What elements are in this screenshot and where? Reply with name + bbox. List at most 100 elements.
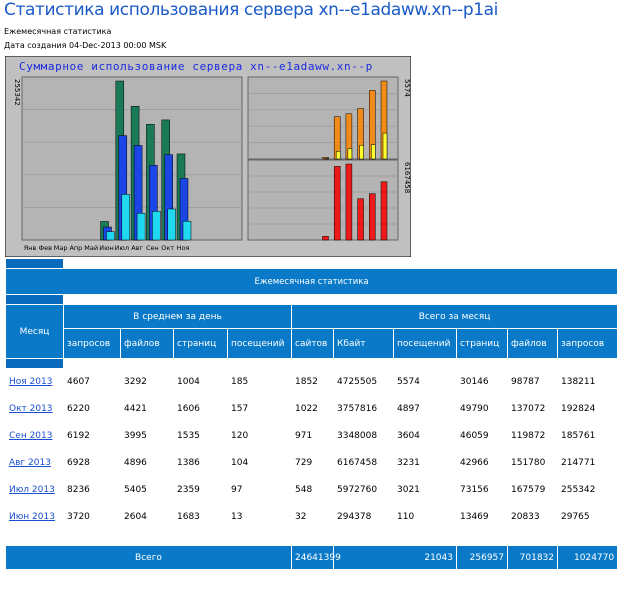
table-row: Ноя 2013 4607 3292 1004 185 1852 4725505 5574 30… (5, 368, 619, 396)
table-cell: 138211 (556, 368, 619, 396)
creation-date: Дата создания 04-Dec-2013 00:00 MSK (4, 41, 167, 50)
table-cell: 729 (291, 449, 334, 477)
x-tick-label: Май (84, 244, 98, 252)
column-header: файлов (507, 328, 558, 359)
table-cell: 120 (227, 422, 292, 450)
total-cell: 21043 (333, 545, 457, 570)
month-link[interactable]: Окт 2013 (9, 404, 53, 414)
table-cell: 1852 (291, 368, 334, 396)
month-link[interactable]: Ноя 2013 (9, 377, 53, 387)
table-cell: 3720 (63, 503, 121, 531)
left-axis-max-label: 255342 (13, 79, 21, 106)
table-cell: 13469 (456, 503, 508, 531)
table-cell: 6192 (63, 422, 121, 450)
right-top-axis-label: 5574 (403, 79, 411, 97)
chart-bar-sites (359, 145, 364, 160)
table-cell: 6167458 (333, 449, 394, 477)
chart-bar-страниц (106, 231, 115, 241)
total-label: Всего (5, 545, 292, 570)
column-header-row: запросов файлов страниц посещений сайтов Кбай… (6, 328, 619, 359)
table-cell: 4725505 (333, 368, 394, 396)
table-cell: 151780 (507, 449, 558, 477)
table-row: Авг 2013 6928 4896 1386 104 729 6167458 3231 429… (5, 449, 619, 477)
column-header: страниц (456, 328, 508, 359)
table-cell: 3995 (120, 422, 174, 450)
table-cell: 29765 (556, 503, 619, 531)
table-cell: 30146 (456, 368, 508, 396)
usage-chart: Суммарное использование сервера xn--e1ad… (5, 56, 411, 257)
month-cell: Авг 2013 (5, 449, 64, 477)
column-header: сайтов (291, 328, 334, 359)
total-header: Всего за месяц (290, 304, 619, 329)
month-header: Месяц (5, 304, 64, 359)
table-cell: 548 (291, 476, 334, 504)
table-cell: 3348008 (333, 422, 394, 450)
x-tick-label: Фев (39, 244, 53, 252)
table-cell: 49790 (456, 395, 508, 423)
chart-bar-kbytes (380, 181, 388, 241)
table-title: Ежемесячная статистика (4, 268, 619, 295)
right-bottom-axis-label: 6167458 (403, 162, 411, 193)
table-cell: 6928 (63, 449, 121, 477)
table-cell: 137072 (507, 395, 558, 423)
table-cell: 185761 (556, 422, 619, 450)
month-link[interactable]: Июл 2013 (9, 485, 55, 495)
month-cell: Июл 2013 (5, 476, 64, 504)
total-cell: 701832 (507, 545, 558, 570)
column-header: файлов (120, 328, 174, 359)
table-row: Окт 2013 6220 4421 1606 157 1022 3757816 4897 49… (5, 395, 619, 423)
table-body: Ноя 2013 4607 3292 1004 185 1852 4725505 5574 30… (5, 368, 619, 531)
chart-title: Суммарное использование сервера xn--e1ad… (19, 60, 373, 73)
table-cell: 1004 (173, 368, 228, 396)
table-cell: 1022 (291, 395, 334, 423)
column-header: страниц (173, 328, 228, 359)
table-cell: 3604 (393, 422, 457, 450)
table-cell: 20833 (507, 503, 558, 531)
chart-bar-страниц (182, 220, 192, 241)
table-cell: 42966 (456, 449, 508, 477)
x-tick-label: Апр (69, 244, 82, 252)
x-tick-label: Мар (54, 244, 68, 252)
column-header: посещений (227, 328, 292, 359)
chart-bar-sites (371, 144, 376, 160)
month-link[interactable]: Сен 2013 (9, 431, 53, 441)
total-cell: 24641399 (291, 545, 341, 570)
table-cell: 3292 (120, 368, 174, 396)
table-cell: 294378 (333, 503, 394, 531)
table-cell: 5405 (120, 476, 174, 504)
x-tick-label: Авг (131, 244, 143, 252)
month-link[interactable]: Авг 2013 (9, 458, 51, 468)
table-cell: 185 (227, 368, 292, 396)
column-header: посещений (393, 328, 457, 359)
table-cell: 8236 (63, 476, 121, 504)
month-cell: Июн 2013 (5, 503, 64, 531)
totals-row: Всего 24641399 21043 256957 701832 10247… (5, 545, 619, 570)
total-cell: 256957 (456, 545, 508, 570)
table-cell: 1683 (173, 503, 228, 531)
table-cell: 3021 (393, 476, 457, 504)
table-cell: 1606 (173, 395, 228, 423)
table-row: Сен 2013 6192 3995 1535 120 971 3348008 3604 460… (5, 422, 619, 450)
x-tick-label: Июл (115, 244, 130, 252)
chart-bar-kbytes (345, 163, 353, 241)
column-header: запросов (556, 328, 619, 359)
x-tick-label: Июн (99, 244, 114, 252)
x-tick-label: Янв (24, 244, 37, 252)
chart-bar-sites (347, 148, 353, 160)
table-cell: 3757816 (333, 395, 394, 423)
table-cell: 4607 (63, 368, 121, 396)
table-cell: 971 (291, 422, 334, 450)
table-cell: 214771 (556, 449, 619, 477)
total-cell: 1024770 (556, 545, 619, 570)
chart-bar-страниц (152, 211, 161, 241)
table-cell: 110 (393, 503, 457, 531)
page-title: Статистика использования сервера xn--e1a… (4, 0, 498, 20)
month-link[interactable]: Июн 2013 (9, 512, 55, 522)
chart-bar-sites (382, 132, 388, 160)
usage-chart-svg: Суммарное использование сервера xn--e1ad… (5, 56, 411, 257)
table-row: Июл 2013 8236 5405 2359 97 548 5972760 3021 7315… (5, 476, 619, 504)
month-cell: Окт 2013 (5, 395, 64, 423)
x-tick-label: Сен (146, 244, 159, 252)
chart-bar-kbytes (357, 198, 364, 241)
table-cell: 13 (227, 503, 292, 531)
